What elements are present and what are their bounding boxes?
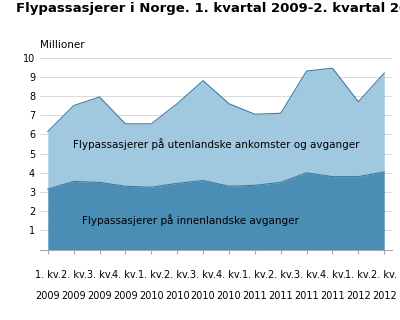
Text: 2. kv.: 2. kv.: [61, 270, 87, 280]
Text: Flypassasjerer på utenlandske ankomster og avganger: Flypassasjerer på utenlandske ankomster …: [73, 138, 359, 150]
Text: 4. kv.: 4. kv.: [216, 270, 242, 280]
Text: 1. kv.: 1. kv.: [138, 270, 164, 280]
Text: Flypassasjerer i Norge. 1. kvartal 2009-2. kvartal 2012. Millioner: Flypassasjerer i Norge. 1. kvartal 2009-…: [16, 2, 400, 15]
Text: 2. kv.: 2. kv.: [164, 270, 190, 280]
Text: Flypassasjerer på innenlandske avganger: Flypassasjerer på innenlandske avganger: [82, 214, 298, 226]
Text: 2009: 2009: [61, 291, 86, 301]
Text: 1. kv.: 1. kv.: [346, 270, 371, 280]
Text: 2010: 2010: [165, 291, 190, 301]
Text: 3. kv.: 3. kv.: [294, 270, 320, 280]
Text: 2012: 2012: [372, 291, 397, 301]
Text: 2009: 2009: [113, 291, 138, 301]
Text: 2011: 2011: [242, 291, 267, 301]
Text: Millioner: Millioner: [40, 40, 85, 50]
Text: 2011: 2011: [268, 291, 293, 301]
Text: 2010: 2010: [139, 291, 164, 301]
Text: 3. kv.: 3. kv.: [86, 270, 112, 280]
Text: 1. kv.: 1. kv.: [242, 270, 268, 280]
Text: 2. kv.: 2. kv.: [371, 270, 397, 280]
Text: 2012: 2012: [346, 291, 371, 301]
Text: 1. kv.: 1. kv.: [35, 270, 61, 280]
Text: 3. kv.: 3. kv.: [190, 270, 216, 280]
Text: 2009: 2009: [36, 291, 60, 301]
Text: 4. kv.: 4. kv.: [112, 270, 138, 280]
Text: 2. kv.: 2. kv.: [268, 270, 294, 280]
Text: 2010: 2010: [217, 291, 241, 301]
Text: 2011: 2011: [294, 291, 319, 301]
Text: 4. kv.: 4. kv.: [320, 270, 346, 280]
Text: 2011: 2011: [320, 291, 345, 301]
Text: 2010: 2010: [191, 291, 215, 301]
Text: 2009: 2009: [87, 291, 112, 301]
